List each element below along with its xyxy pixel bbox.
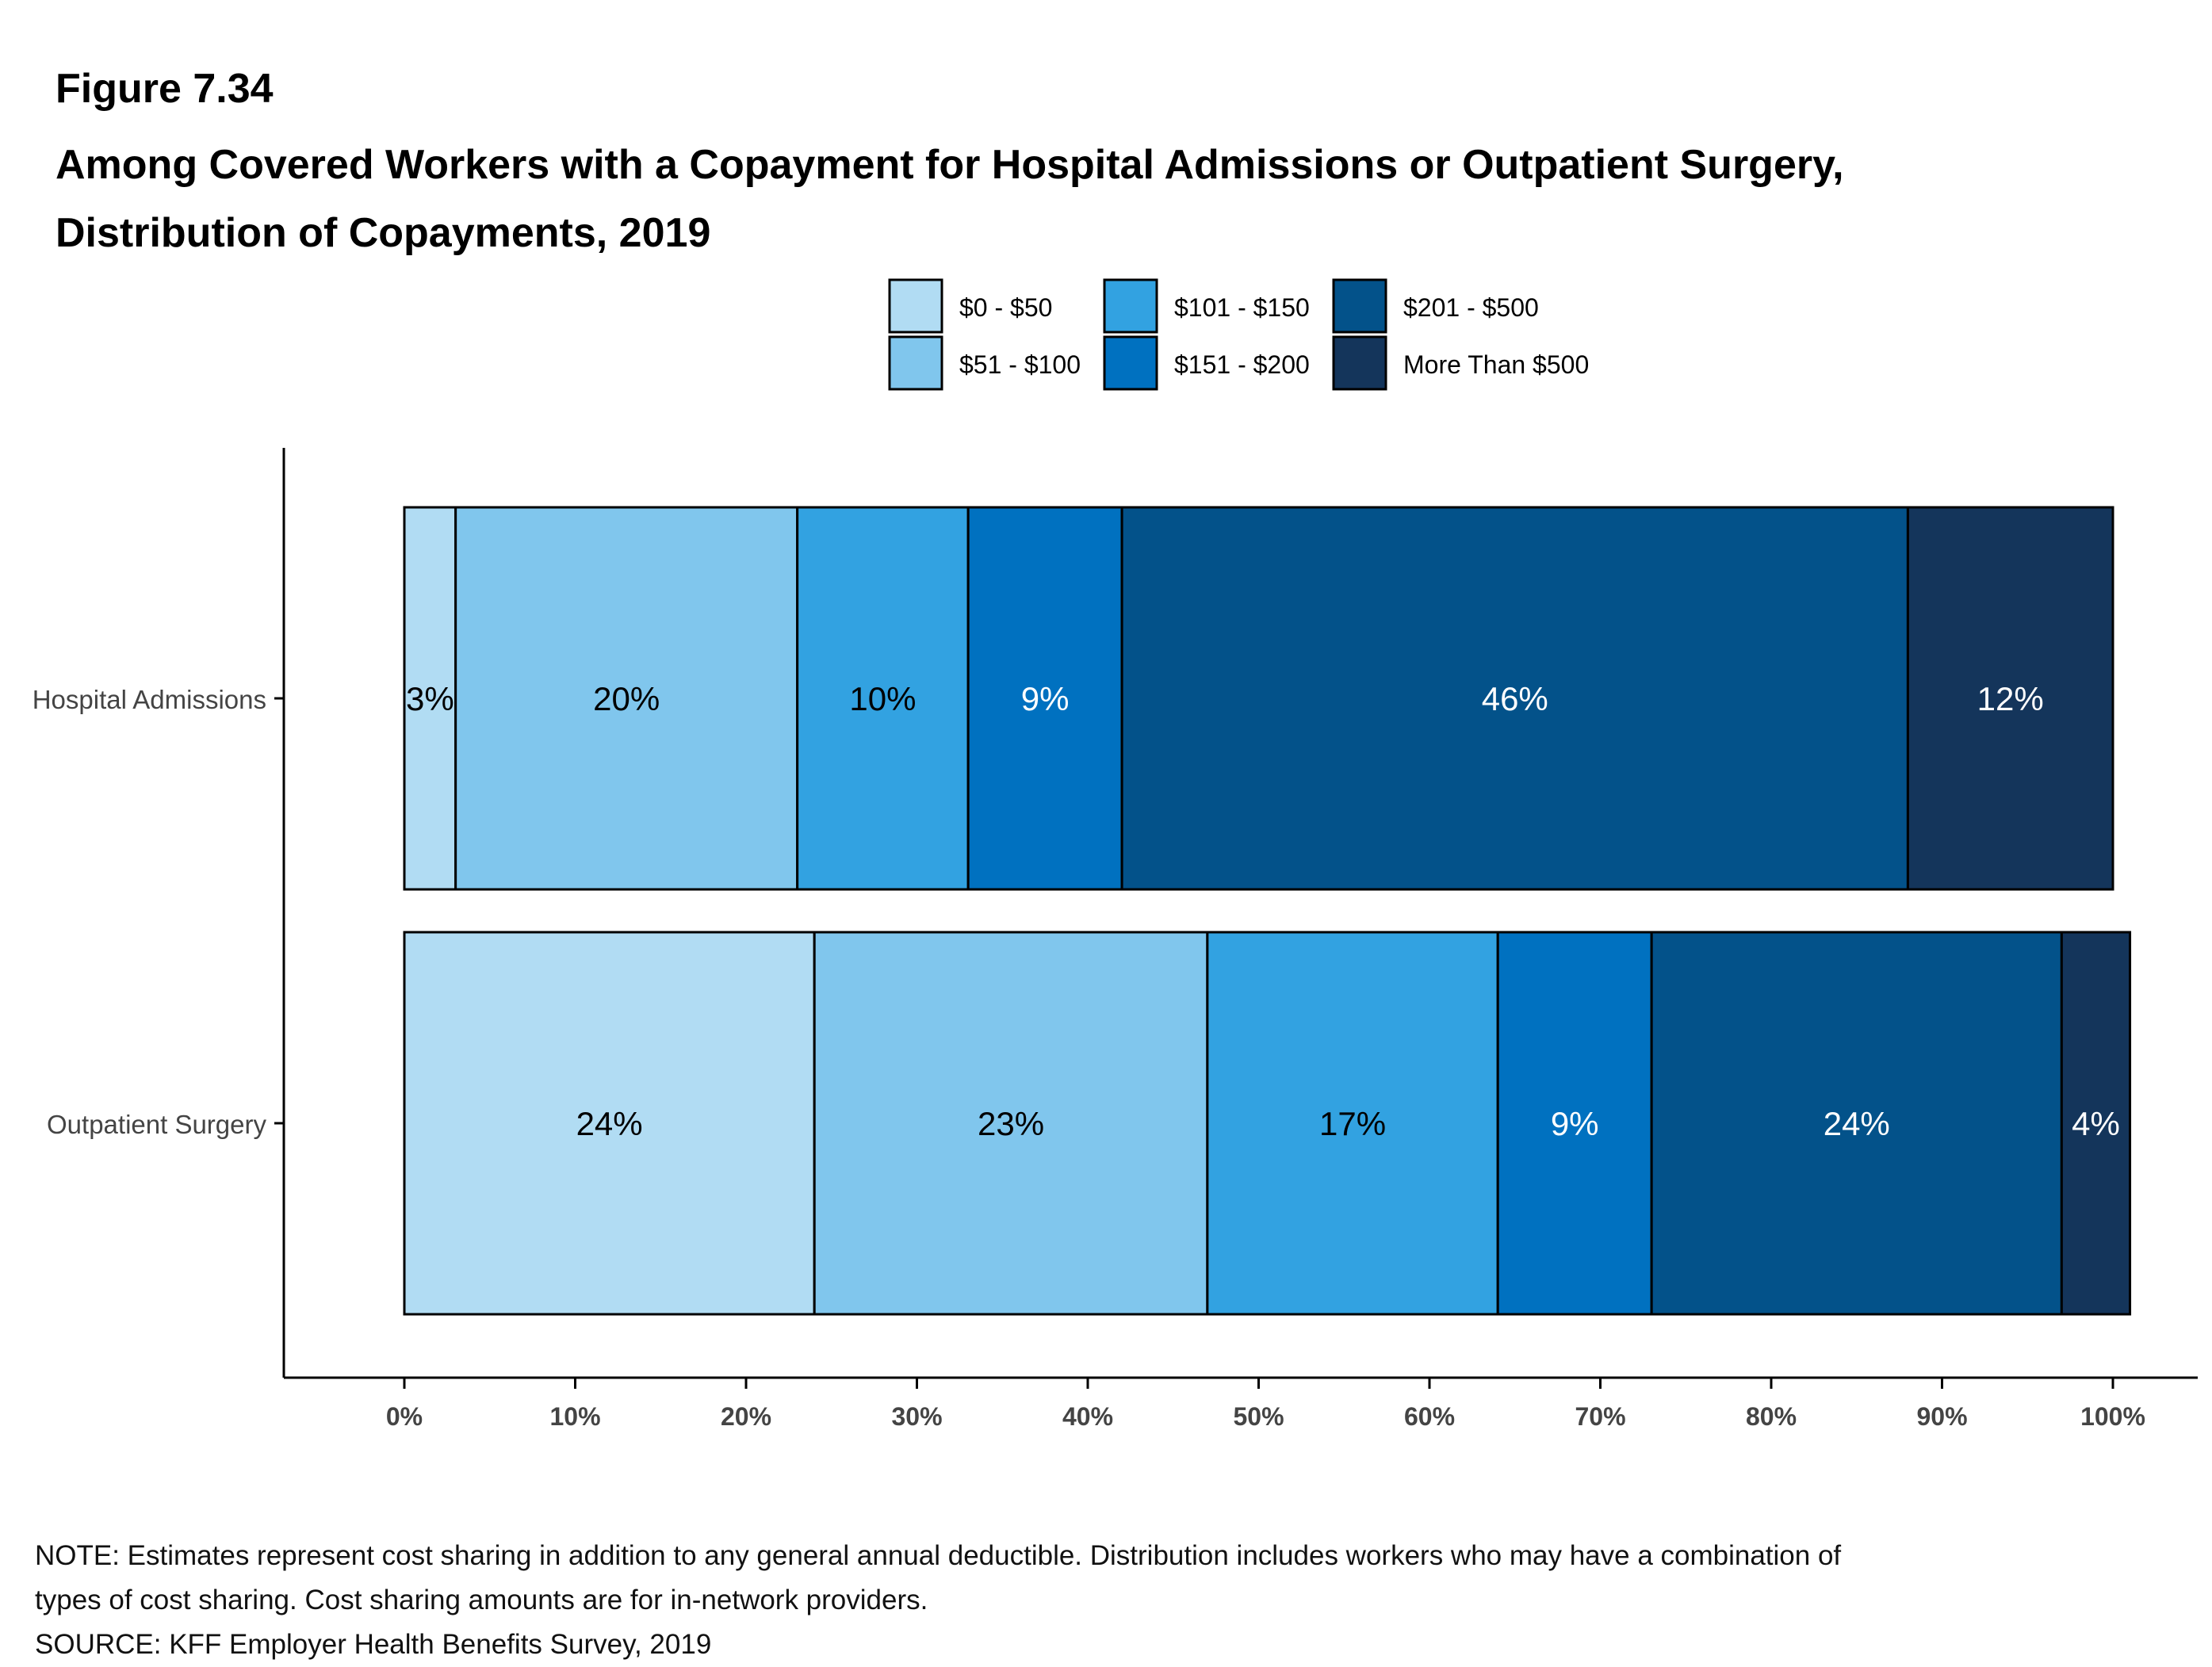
data-label-hospital-admissions-more-than-500: 12% [1977,680,2044,717]
note-line-1: NOTE: Estimates represent cost sharing i… [35,1540,1842,1571]
chart-notes: NOTE: Estimates represent cost sharing i… [35,1534,2176,1667]
x-tick-label-8: 80% [1746,1402,1797,1431]
data-label-outpatient-surgery-0-50: 24% [576,1105,643,1142]
bar-outpatient-surgery-51-100 [813,931,1209,1316]
legend-swatch-51-100 [888,335,943,391]
stacked-bar-chart: 3% 20% 10% 9% 46% 12% Hospital Admissions 24% 23… [33,448,2198,1431]
data-label-outpatient-surgery-101-150: 17% [1319,1105,1386,1142]
data-label-hospital-admissions-201-500: 46% [1482,680,1548,717]
x-tick-label-7: 70% [1575,1402,1625,1431]
data-label-hospital-admissions-101-150: 10% [849,680,916,717]
legend-swatch-more-than-500 [1332,335,1387,391]
x-tick-label-10: 100% [2080,1402,2145,1431]
legend-label-101-150: $101 - $150 [1174,293,1310,322]
data-label-hospital-admissions-151-200: 9% [1021,680,1070,717]
chart-title-line-1: Among Covered Workers with a Copayment f… [55,142,1844,188]
x-tick-label-4: 40% [1062,1402,1113,1431]
y-label-hospital-admissions: Hospital Admissions [33,685,266,714]
x-tick-label-0: 0% [386,1402,423,1431]
figure-number: Figure 7.34 [55,66,274,112]
bar-hospital-admissions-101-150 [796,506,970,891]
bar-hospital-admissions-201-500 [1120,506,1909,891]
chart-title: Among Covered Workers with a Copayment f… [55,131,2157,267]
bar-hospital-admissions-51-100 [454,506,799,891]
x-tick-label-3: 30% [891,1402,942,1431]
x-tick-label-9: 90% [1916,1402,1967,1431]
data-label-outpatient-surgery-more-than-500: 4% [2072,1105,2120,1142]
data-label-outpatient-surgery-151-200: 9% [1551,1105,1599,1142]
legend-swatch-0-50 [888,278,943,334]
legend-swatch-151-200 [1103,335,1158,391]
legend-label-0-50: $0 - $50 [959,293,1052,322]
chart-title-line-2: Distribution of Copayments, 2019 [55,210,711,256]
legend-label-51-100: $51 - $100 [959,350,1081,379]
legend-label-201-500: $201 - $500 [1403,293,1539,322]
legend-label-151-200: $151 - $200 [1174,350,1310,379]
data-label-outpatient-surgery-201-500: 24% [1824,1105,1890,1142]
note-line-2: types of cost sharing. Cost sharing amou… [35,1585,928,1615]
legend-label-more-than-500: More Than $500 [1403,350,1589,379]
bar-outpatient-surgery-101-150 [1206,931,1499,1316]
bar-hospital-admissions-more-than-500 [1906,506,2114,891]
legend-swatch-101-150 [1103,278,1158,334]
legend-swatch-201-500 [1332,278,1387,334]
x-tick-label-5: 50% [1233,1402,1284,1431]
data-label-outpatient-surgery-51-100: 23% [978,1105,1044,1142]
data-label-hospital-admissions-51-100: 20% [593,680,660,717]
bar-outpatient-surgery-more-than-500 [2060,931,2132,1316]
x-tick-label-2: 20% [721,1402,771,1431]
bar-outpatient-surgery-201-500 [1650,931,2063,1316]
bar-hospital-admissions-151-200 [966,506,1123,891]
y-label-outpatient-surgery: Outpatient Surgery [47,1110,266,1139]
x-tick-label-6: 60% [1404,1402,1455,1431]
source-line: SOURCE: KFF Employer Health Benefits Sur… [35,1629,712,1660]
x-tick-label-1: 10% [549,1402,600,1431]
bar-outpatient-surgery-151-200 [1496,931,1653,1316]
data-label-hospital-admissions-0-50: 3% [406,680,454,717]
bar-outpatient-surgery-0-50 [403,931,816,1316]
